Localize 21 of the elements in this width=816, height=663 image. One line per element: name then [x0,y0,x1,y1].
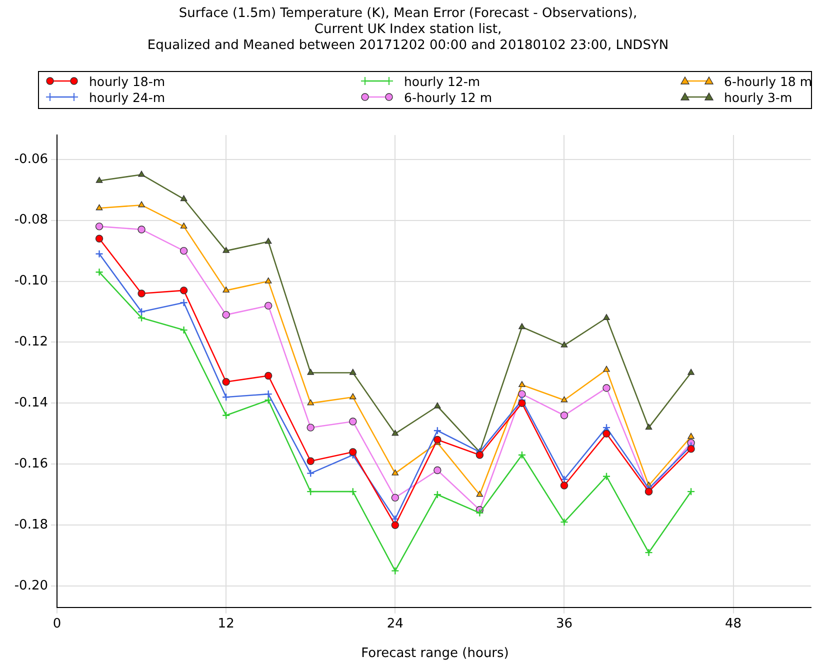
x-tick-label: 12 [218,616,234,632]
y-tick-label: -0.06 [14,152,48,167]
legend-label: hourly 3-m [724,90,792,104]
x-tick-label: 48 [725,616,742,632]
x-axis-title: Forecast range (hours) [360,646,510,661]
legend-label: hourly 18-m [89,74,166,88]
y-tick-label: -0.14 [14,396,48,411]
x-tick-label: 0 [52,616,62,632]
legend-label: hourly 12-m [404,74,480,88]
chart-title: Surface (1.5m) Temperature (K), Mean Error (Forecast - Observations), Current UK Index station list, Equalized and Meaned between 20171202 00:00 and 20180102 23:00, LNDSYN [146,6,670,54]
legend-label: 6-hourly 18 m [724,74,812,88]
y-tick-label: -0.10 [14,274,48,289]
y-tick-label: -0.12 [14,334,48,350]
y-tick-label: -0.18 [14,517,48,532]
x-tick-label: 24 [386,616,404,632]
y-tick-label: -0.16 [14,456,48,472]
x-tick-label: 36 [556,616,573,632]
y-tick-label: -0.20 [14,578,48,594]
y-tick-label: -0.08 [14,212,48,228]
legend-label: 6-hourly 12 m [404,90,492,104]
legend-label: hourly 24-m [89,90,166,104]
